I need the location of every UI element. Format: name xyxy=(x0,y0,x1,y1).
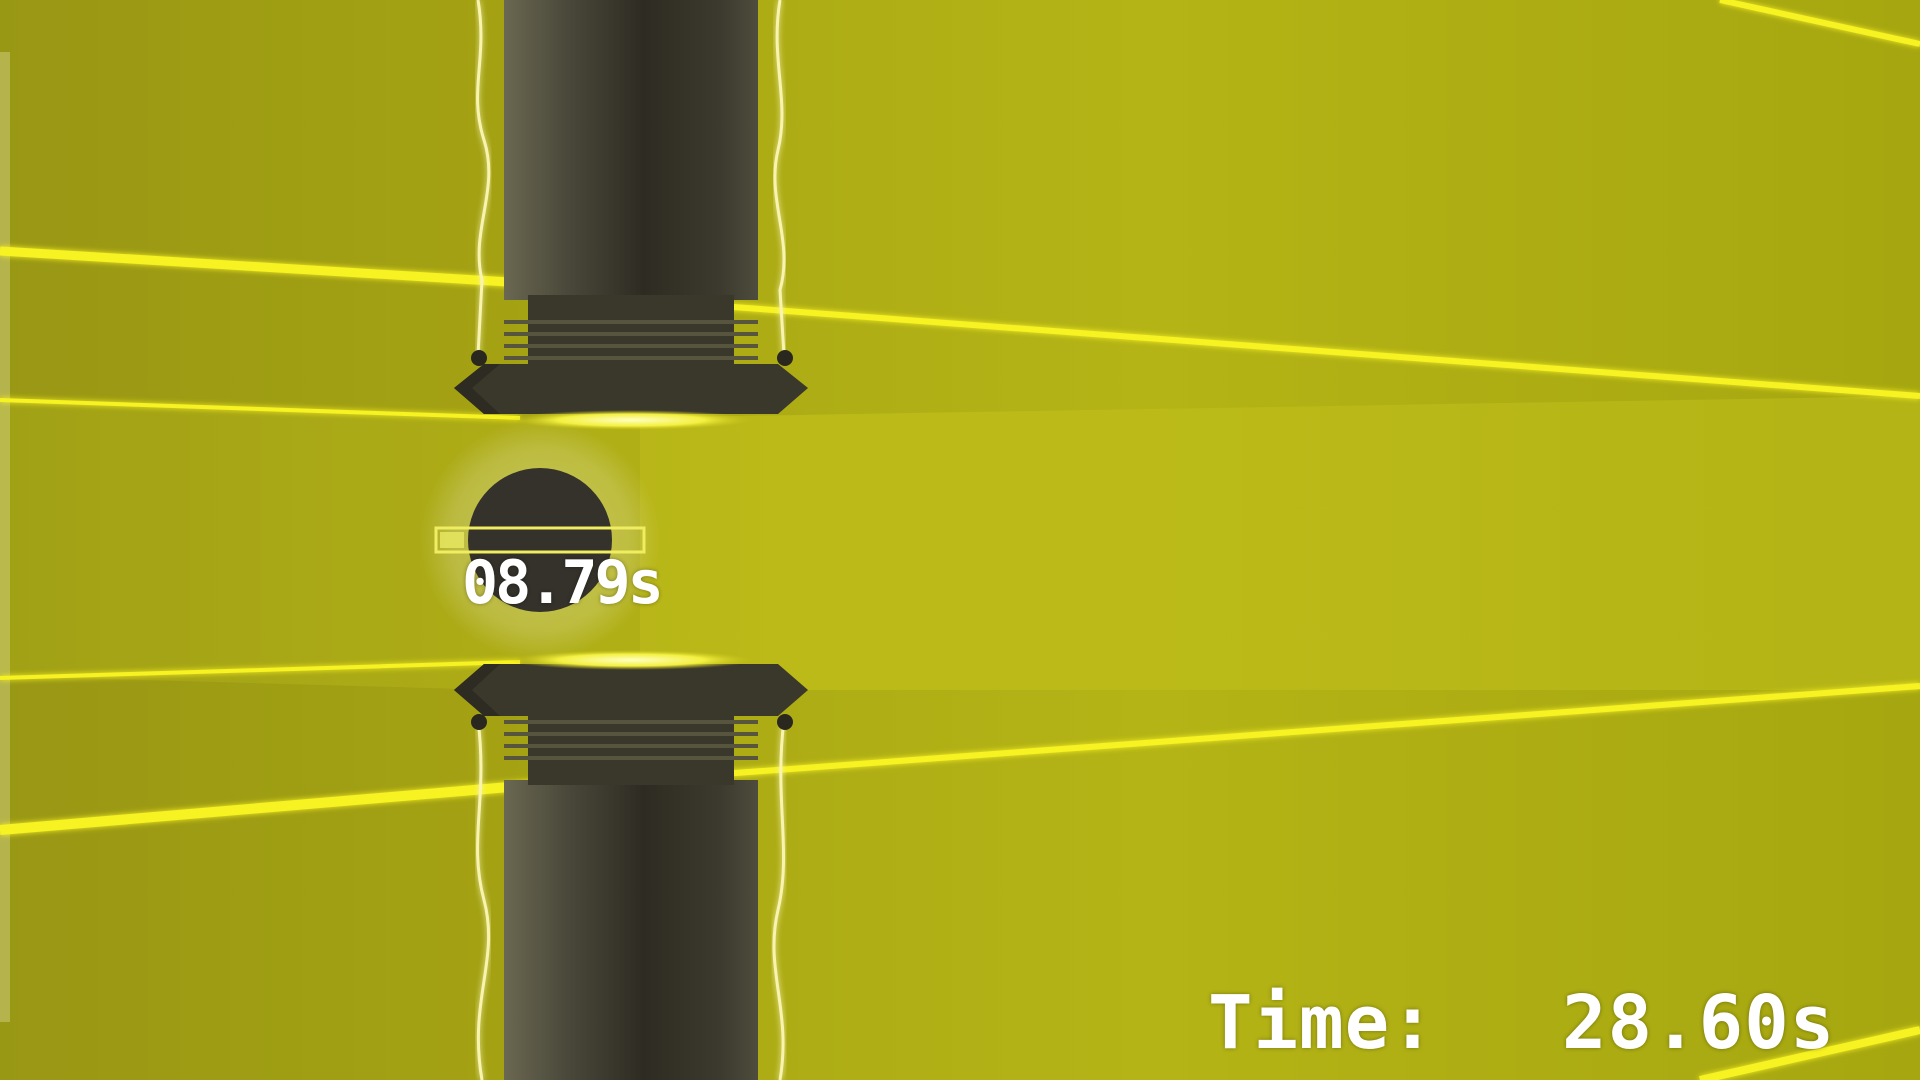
electric-arc xyxy=(476,719,491,1080)
bottom-emitter-pillar xyxy=(454,650,808,1080)
pillar-vents xyxy=(504,720,758,760)
electric-arc xyxy=(772,719,786,1080)
orb-countdown: 08.79s xyxy=(462,548,664,618)
timer-label: Time: xyxy=(1208,980,1436,1066)
pillar-shaft xyxy=(504,0,758,300)
arc-node xyxy=(471,714,487,730)
orb-progress-fill xyxy=(440,532,464,548)
pillar-collar xyxy=(528,295,734,365)
arc-node xyxy=(471,350,487,366)
arc-node xyxy=(777,714,793,730)
electric-arc xyxy=(773,0,786,356)
pillar-shaft xyxy=(504,780,758,1080)
left-edge-panel xyxy=(0,52,10,1022)
electric-arc xyxy=(476,0,491,356)
timer-value: 28.60s xyxy=(1562,980,1836,1066)
orb-progress-frame xyxy=(434,526,646,554)
laser-beam xyxy=(1699,1026,1920,1080)
orb-core xyxy=(468,468,612,612)
laser-beam xyxy=(1719,0,1920,47)
laser-beam xyxy=(639,683,1920,783)
laser-beam xyxy=(639,297,1920,399)
emitter-head xyxy=(454,364,808,414)
emitter-head xyxy=(454,664,808,716)
laser-beam xyxy=(0,398,521,420)
pillar-collar xyxy=(528,715,734,785)
player-orb xyxy=(420,420,660,660)
top-emitter-pillar xyxy=(454,0,808,430)
arc-node xyxy=(777,350,793,366)
pillar-vents xyxy=(504,320,758,360)
laser-beam xyxy=(0,660,521,680)
